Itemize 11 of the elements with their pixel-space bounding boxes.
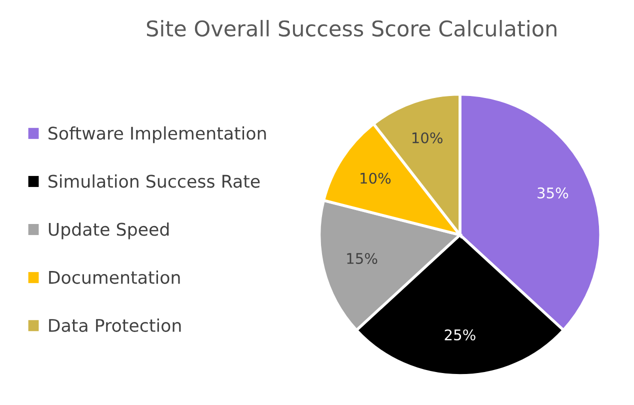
data-label: 25% — [444, 329, 476, 340]
data-label: 10% — [412, 132, 442, 144]
data-label: 35% — [538, 187, 568, 198]
legend-label: Documentation — [49, 270, 180, 284]
data-label: 15% — [347, 252, 378, 264]
legend-label: Software Implementation — [48, 126, 266, 144]
chart-title: Site Overall Success Score Calculation — [146, 20, 556, 37]
legend-label: Update Speed — [48, 222, 169, 240]
data-label: 10% — [360, 172, 391, 184]
legend-label: Simulation Success Rate — [48, 174, 260, 188]
legend-label: Data Protection — [49, 318, 181, 332]
